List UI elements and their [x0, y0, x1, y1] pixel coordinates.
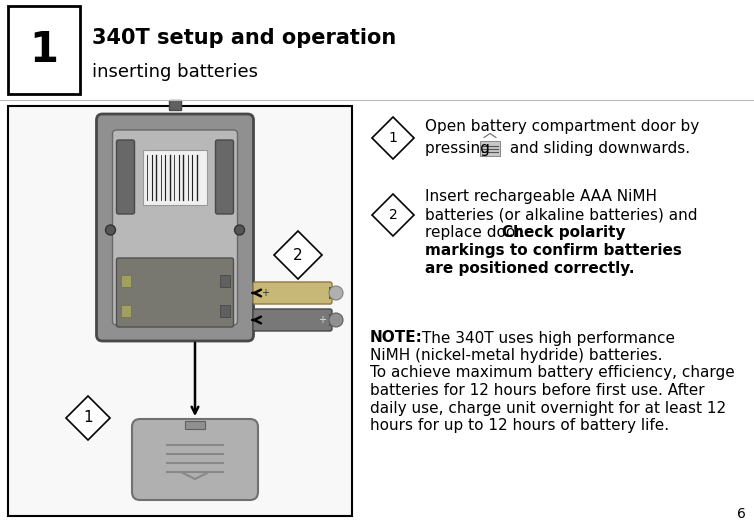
Text: 2: 2: [293, 247, 303, 263]
FancyBboxPatch shape: [132, 419, 258, 500]
Circle shape: [234, 225, 244, 235]
Bar: [8, 106, 352, 516]
Text: hours for up to 12 hours of battery life.: hours for up to 12 hours of battery life…: [370, 418, 669, 433]
Text: are positioned correctly.: are positioned correctly.: [425, 261, 635, 277]
Text: replace door.: replace door.: [425, 225, 530, 241]
Bar: [329, 287, 334, 299]
Text: and sliding downwards.: and sliding downwards.: [505, 140, 690, 156]
Bar: [121, 305, 130, 317]
Bar: [169, 100, 181, 110]
FancyBboxPatch shape: [216, 140, 234, 214]
Text: To achieve maximum battery efficiency, charge: To achieve maximum battery efficiency, c…: [370, 366, 734, 380]
Polygon shape: [274, 231, 322, 279]
Text: 340T setup and operation: 340T setup and operation: [92, 28, 397, 48]
Text: batteries for 12 hours before first use. After: batteries for 12 hours before first use.…: [370, 383, 705, 398]
Bar: [219, 305, 229, 317]
Text: inserting batteries: inserting batteries: [92, 63, 258, 81]
Bar: [8, 6, 80, 94]
Text: Open battery compartment door by: Open battery compartment door by: [425, 119, 699, 135]
Polygon shape: [66, 396, 110, 440]
Text: 2: 2: [388, 208, 397, 222]
Text: daily use, charge unit overnight for at least 12: daily use, charge unit overnight for at …: [370, 400, 726, 416]
FancyBboxPatch shape: [97, 114, 253, 341]
Text: NOTE:: NOTE:: [370, 331, 423, 345]
Text: 1: 1: [83, 410, 93, 425]
Text: NiMH (nickel-metal hydride) batteries.: NiMH (nickel-metal hydride) batteries.: [370, 348, 663, 363]
Text: pressing: pressing: [425, 140, 495, 156]
Circle shape: [106, 225, 115, 235]
Bar: [143, 150, 207, 205]
Text: markings to confirm batteries: markings to confirm batteries: [425, 244, 682, 258]
FancyBboxPatch shape: [117, 258, 234, 327]
Text: +: +: [261, 288, 269, 298]
Text: 1: 1: [388, 131, 397, 145]
Text: 6: 6: [737, 507, 746, 521]
Text: +: +: [318, 315, 326, 325]
Bar: [121, 275, 130, 287]
Bar: [185, 421, 205, 429]
Bar: [329, 314, 334, 326]
Text: batteries (or alkaline batteries) and: batteries (or alkaline batteries) and: [425, 208, 697, 223]
Circle shape: [329, 286, 343, 300]
Bar: [480, 140, 500, 156]
FancyBboxPatch shape: [253, 282, 332, 304]
FancyBboxPatch shape: [117, 140, 134, 214]
FancyBboxPatch shape: [112, 130, 238, 325]
Polygon shape: [372, 117, 414, 159]
Text: Check polarity: Check polarity: [502, 225, 626, 241]
FancyBboxPatch shape: [253, 309, 332, 331]
Text: The 340T uses high performance: The 340T uses high performance: [417, 331, 675, 345]
Polygon shape: [372, 194, 414, 236]
Text: 1: 1: [29, 29, 59, 71]
Text: Insert rechargeable AAA NiMH: Insert rechargeable AAA NiMH: [425, 190, 657, 204]
Bar: [219, 275, 229, 287]
Circle shape: [329, 313, 343, 327]
